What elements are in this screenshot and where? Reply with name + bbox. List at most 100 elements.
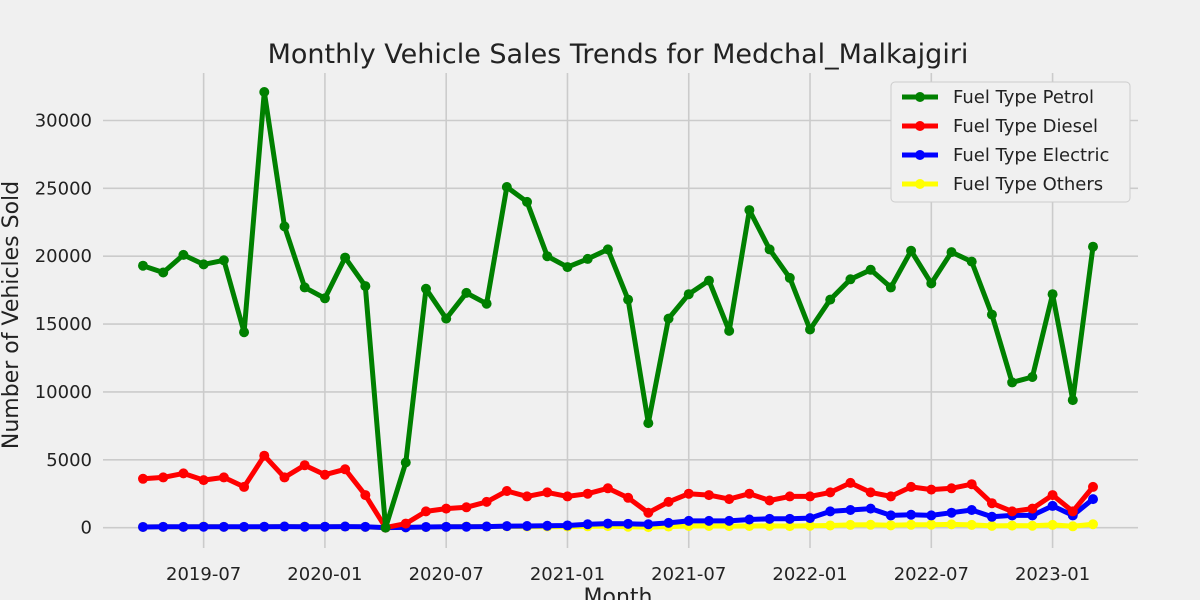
data-point-fuel-type-diesel [1067, 506, 1078, 517]
data-point-fuel-type-petrol [764, 244, 775, 255]
data-point-fuel-type-electric [865, 503, 876, 514]
x-tick-label: 2021-07 [651, 564, 726, 585]
data-point-fuel-type-others [966, 519, 977, 530]
data-point-fuel-type-petrol [441, 313, 452, 324]
data-point-fuel-type-diesel [542, 487, 553, 498]
data-point-fuel-type-diesel [845, 477, 856, 488]
data-point-fuel-type-diesel [623, 492, 634, 503]
data-point-fuel-type-petrol [703, 275, 714, 286]
data-point-fuel-type-diesel [239, 481, 250, 492]
data-point-fuel-type-petrol [501, 182, 512, 192]
data-point-fuel-type-diesel [1088, 481, 1098, 492]
data-point-fuel-type-electric [663, 517, 674, 528]
data-point-fuel-type-others [845, 519, 856, 530]
data-point-fuel-type-petrol [178, 249, 189, 260]
data-point-fuel-type-others [1067, 521, 1078, 532]
y-tick-label: 5000 [46, 450, 92, 471]
data-point-fuel-type-electric [986, 511, 997, 522]
data-point-fuel-type-others [784, 521, 795, 532]
x-tick-label: 2021-01 [530, 564, 605, 585]
data-point-fuel-type-petrol [380, 522, 391, 533]
data-point-fuel-type-petrol [542, 251, 553, 262]
data-point-fuel-type-electric [885, 510, 896, 521]
y-tick-labels: 0 5000 10000 15000 20000 25000 30000 [35, 111, 92, 539]
data-point-fuel-type-diesel [906, 481, 917, 492]
series-fuel-type-petrol [138, 87, 1098, 533]
x-axis-label: Month [584, 585, 653, 600]
data-point-fuel-type-petrol [845, 274, 856, 285]
legend-marker [915, 150, 925, 160]
legend-marker [915, 121, 925, 131]
series-layer [138, 87, 1098, 533]
data-point-fuel-type-electric [340, 521, 351, 532]
data-point-fuel-type-diesel [946, 483, 957, 494]
data-point-fuel-type-electric [420, 521, 431, 532]
chart-title: Monthly Vehicle Sales Trends for Medchal… [268, 39, 969, 70]
data-point-fuel-type-electric [461, 521, 472, 532]
data-point-fuel-type-diesel [683, 488, 694, 499]
data-point-fuel-type-petrol [279, 221, 290, 232]
legend-marker [915, 179, 925, 189]
data-point-fuel-type-others [926, 519, 937, 530]
data-point-fuel-type-diesel [926, 484, 937, 495]
data-point-fuel-type-electric [643, 519, 654, 530]
data-point-fuel-type-diesel [218, 472, 229, 483]
data-point-fuel-type-petrol [340, 252, 351, 263]
data-point-fuel-type-electric [764, 513, 775, 524]
y-axis-label: Number of Vehicles Sold [0, 181, 24, 449]
data-point-fuel-type-electric [542, 520, 553, 531]
series-fuel-type-diesel [138, 450, 1098, 533]
data-point-fuel-type-petrol [138, 260, 148, 271]
legend-item-fuel-type-others: Fuel Type Others [902, 174, 1103, 195]
data-point-fuel-type-electric [562, 520, 573, 531]
data-point-fuel-type-petrol [360, 281, 371, 292]
data-point-fuel-type-petrol [259, 87, 270, 97]
data-point-fuel-type-diesel [602, 483, 613, 494]
data-point-fuel-type-electric [744, 514, 755, 525]
data-point-fuel-type-diesel [784, 491, 795, 502]
data-point-fuel-type-diesel [582, 488, 593, 499]
data-point-fuel-type-diesel [420, 506, 431, 517]
y-tick-label: 20000 [35, 246, 92, 267]
x-tick-label: 2022-07 [894, 564, 969, 585]
data-point-fuel-type-petrol [1027, 372, 1038, 382]
data-point-fuel-type-diesel [643, 507, 654, 518]
legend-label: Fuel Type Diesel [953, 116, 1098, 137]
data-point-fuel-type-petrol [158, 267, 169, 278]
data-point-fuel-type-electric [582, 519, 593, 530]
legend: Fuel Type Petrol Fuel Type Diesel Fuel Typ… [890, 81, 1131, 203]
data-point-fuel-type-others [825, 520, 836, 531]
data-point-fuel-type-electric [441, 521, 452, 532]
data-point-fuel-type-electric [481, 521, 492, 532]
data-point-fuel-type-petrol [865, 264, 876, 275]
data-point-fuel-type-electric [501, 521, 512, 532]
data-point-fuel-type-diesel [360, 490, 371, 501]
data-point-fuel-type-petrol [663, 313, 674, 324]
data-point-fuel-type-diesel [663, 496, 674, 507]
data-point-fuel-type-petrol [299, 282, 310, 293]
data-point-fuel-type-petrol [744, 205, 755, 216]
data-point-fuel-type-diesel [279, 472, 290, 483]
data-point-fuel-type-electric [602, 518, 613, 529]
data-point-fuel-type-others [946, 519, 957, 530]
data-point-fuel-type-diesel [986, 498, 997, 509]
data-point-fuel-type-diesel [178, 468, 189, 479]
legend-item-fuel-type-electric: Fuel Type Electric [902, 145, 1109, 166]
x-tick-label: 2023-01 [1015, 564, 1090, 585]
data-point-fuel-type-petrol [198, 259, 209, 270]
gridlines [103, 73, 1138, 548]
data-point-fuel-type-others [1088, 519, 1098, 530]
data-point-fuel-type-electric [360, 521, 371, 532]
data-point-fuel-type-electric [259, 521, 270, 532]
data-point-fuel-type-petrol [319, 293, 330, 304]
legend-item-fuel-type-diesel: Fuel Type Diesel [902, 116, 1098, 137]
data-point-fuel-type-petrol [784, 272, 795, 283]
data-point-fuel-type-electric [683, 515, 694, 526]
data-point-fuel-type-electric [158, 521, 169, 532]
data-point-fuel-type-petrol [643, 418, 654, 429]
data-point-fuel-type-diesel [501, 486, 512, 496]
y-tick-label: 25000 [35, 178, 92, 199]
data-point-fuel-type-electric [319, 521, 330, 532]
data-point-fuel-type-petrol [562, 262, 573, 273]
data-point-fuel-type-diesel [158, 472, 169, 483]
